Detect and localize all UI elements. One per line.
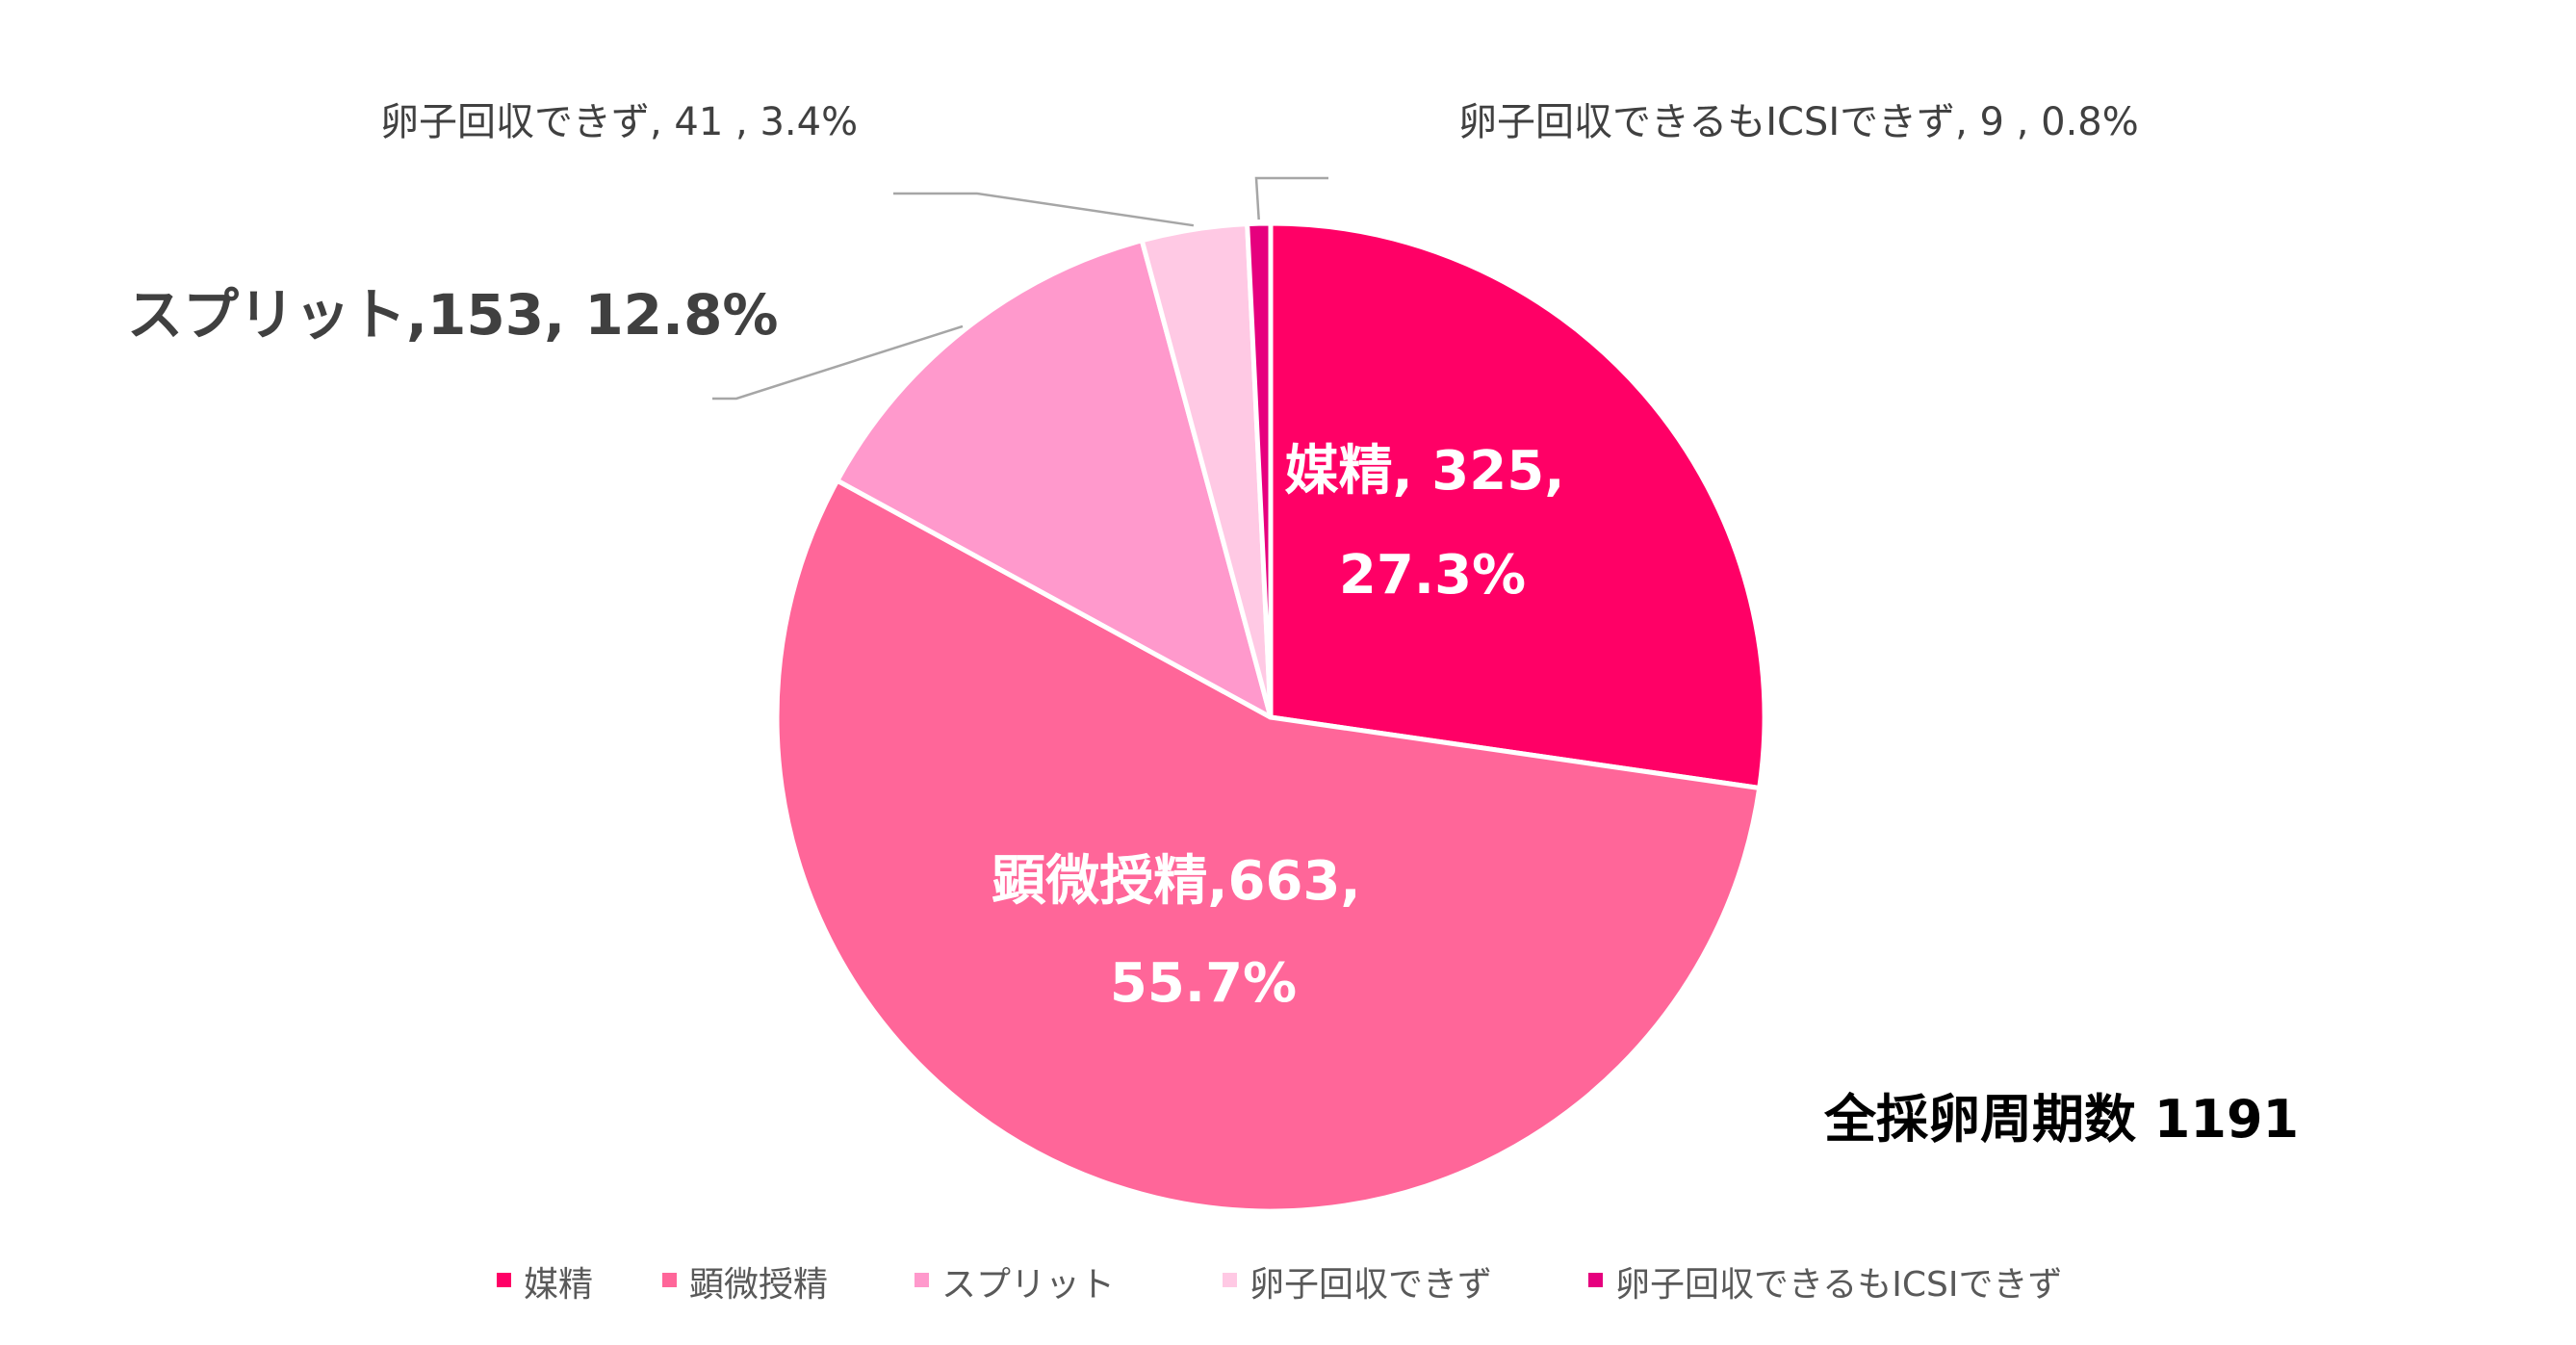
pie-slice-5 [1245, 220, 1274, 720]
pie-slice-3 [835, 238, 1274, 720]
leader-line-slice-5 [1254, 176, 1328, 220]
legend: 媒精 顕微授精 スプリット 卵子回収できず 卵子回収できるもICSIできず [497, 1265, 2063, 1305]
legend-label-slice-1: 媒精 [524, 1265, 593, 1305]
data-labels: 媒精, 325, 27.3% 顕微授精,663, 55.7% スプリット,153, 12… [127, 100, 2139, 1015]
leader-line-slice-4 [893, 192, 1195, 227]
data-label-slice-2-line-1: 顕微授精,663, [992, 850, 1360, 913]
legend-label-slice-4: 卵子回収できず [1249, 1265, 1492, 1305]
legend-swatch-slice-5 [1588, 1273, 1603, 1287]
pie-slice-2 [774, 478, 1763, 1214]
legend-swatch-slice-2 [662, 1273, 677, 1287]
leader-line-slice-3 [712, 324, 964, 401]
legend-label-slice-3: スプリット [941, 1265, 1115, 1305]
legend-swatch-slice-4 [1223, 1273, 1237, 1287]
data-label-slice-2-line-2: 55.7% [1110, 952, 1297, 1015]
leader-lines [712, 176, 1328, 401]
legend-swatch-slice-1 [497, 1273, 511, 1287]
data-label-slice-1-line-1: 媒精, 325, [1285, 440, 1565, 503]
data-label-slice-4-line-1: 卵子回収できず, 41 , 3.4% [380, 100, 858, 144]
pie-slices [774, 220, 1767, 1214]
legend-label-slice-2: 顕微授精 [689, 1265, 828, 1305]
annotation-layer: 全採卵周期数 1191 [1823, 1089, 2299, 1150]
data-label-slice-3-line-1: スプリット,153, 12.8% [127, 282, 779, 348]
pie-slice-1 [1268, 220, 1767, 790]
data-label-slice-5-line-1: 卵子回収できるもICSIできず, 9 , 0.8% [1458, 100, 2139, 144]
data-label-slice-1-line-2: 27.3% [1339, 544, 1526, 607]
total-annotation: 全採卵周期数 1191 [1823, 1089, 2299, 1150]
legend-label-slice-5: 卵子回収できるもICSIできず [1615, 1265, 2063, 1305]
legend-swatch-slice-3 [914, 1273, 929, 1287]
